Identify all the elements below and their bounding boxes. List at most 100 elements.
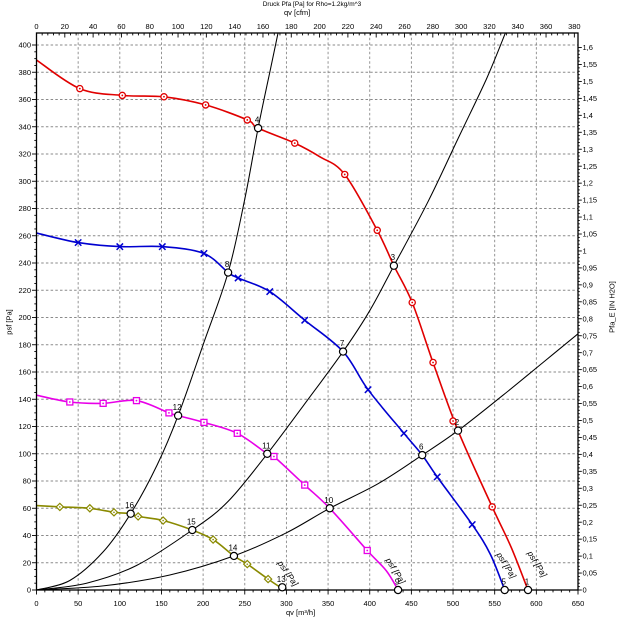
left-tick-label: 320 — [18, 150, 31, 159]
left-tick-label: 200 — [18, 313, 31, 322]
bottom-tick-label: 250 — [239, 599, 252, 608]
operating-point-number: 5 — [501, 578, 506, 587]
operating-point-number: 4 — [255, 116, 260, 125]
right-tick-label: 0,9 — [583, 280, 593, 289]
plot-frame — [35, 32, 579, 591]
fan-curve-4-marker — [158, 516, 168, 525]
top-tick-label: 380 — [568, 22, 581, 31]
fan-curve-1-marker — [488, 503, 496, 511]
fan-curve-4-marker — [242, 559, 252, 569]
right-tick-label: 1,25 — [583, 162, 598, 171]
fan-curve-2-marker — [468, 520, 476, 529]
top-tick-label: 200 — [313, 22, 326, 31]
right-axis-label: Pfa_E [IN H2O] — [607, 281, 617, 333]
fan-curve-3-marker — [99, 399, 107, 407]
right-tick-label: 0 — [583, 586, 587, 595]
fan-curve-3-marker — [165, 409, 173, 417]
fan-curve-4-marker — [109, 507, 119, 517]
bottom-tick-label: 150 — [155, 599, 168, 608]
operating-point-marker — [453, 426, 463, 435]
left-tick-label: 40 — [23, 531, 31, 540]
bottom-tick-label: 400 — [363, 599, 376, 608]
fan-curve-3-marker — [233, 429, 241, 437]
fan-curve-2-marker — [200, 249, 208, 258]
right-tick-label: 0,75 — [583, 331, 598, 340]
operating-point-marker — [253, 123, 263, 133]
fan-curve-1-marker — [373, 226, 381, 235]
operating-point-marker — [523, 585, 533, 595]
right-tick-label: 1,15 — [583, 196, 598, 205]
top-tick-label: 140 — [228, 22, 241, 31]
top-axis-label: qv [cfm] — [284, 8, 311, 17]
right-tick-label: 0,85 — [583, 297, 598, 306]
top-tick-label: 60 — [117, 22, 125, 31]
operating-point-marker — [188, 525, 197, 535]
top-tick-label: 240 — [370, 22, 383, 31]
bottom-tick-label: 200 — [197, 599, 210, 608]
fan-curve-1-marker — [429, 358, 437, 367]
bottom-tick-label: 450 — [405, 599, 418, 608]
fan-curve-2-marker — [433, 473, 441, 481]
bottom-tick-label: 600 — [530, 599, 543, 608]
left-tick-label: 380 — [18, 68, 31, 77]
left-tick-label: 60 — [23, 504, 31, 513]
fan-curve-1-marker — [76, 84, 84, 93]
operating-point-number: 10 — [324, 496, 333, 505]
top-tick-label: 0 — [34, 22, 38, 31]
operating-point-14: 14 — [228, 543, 239, 561]
fan-curve-2-marker — [74, 238, 82, 247]
left-tick-label: 360 — [18, 95, 31, 104]
bottom-tick-label: 100 — [114, 599, 127, 608]
operating-point-marker — [223, 268, 233, 277]
fan-curve-3-marker — [66, 398, 74, 406]
top-tick-label: 280 — [427, 22, 440, 31]
fan-curve-2-marker — [158, 242, 167, 251]
right-tick-label: 1,5 — [583, 77, 593, 86]
operating-point-2: 2 — [453, 418, 463, 435]
operating-point-11: 11 — [262, 441, 272, 458]
operating-point-number: 3 — [391, 253, 396, 262]
operating-point-marker — [325, 504, 334, 513]
fan-curve-4-marker — [85, 503, 95, 513]
axis-tick-labels: 0 50 100 150 200 250 300 350 400 450 500 550 600 6500… — [18, 22, 597, 608]
bottom-tick-label: 50 — [74, 599, 82, 608]
operating-point-7: 7 — [338, 339, 348, 356]
fan-curve-4-marker — [263, 574, 273, 584]
fan-curve-1-marker — [118, 91, 127, 100]
operating-point-marker — [338, 347, 348, 356]
operating-point-13: 13 — [277, 575, 287, 592]
fan-curve-2-marker — [301, 316, 309, 324]
fan-curve-1-marker — [408, 298, 416, 307]
operating-point-9: 9 — [393, 578, 403, 595]
right-tick-label: 0,45 — [583, 433, 598, 442]
operating-point-number: 6 — [419, 443, 424, 452]
right-tick-label: 0,4 — [583, 450, 593, 459]
right-tick-label: 0,35 — [583, 467, 598, 476]
fan-curve-3-marker — [200, 418, 208, 427]
bottom-tick-label: 500 — [447, 599, 460, 608]
right-tick-label: 0,8 — [583, 314, 593, 323]
fan-curve-1-marker — [201, 101, 210, 109]
operating-point-number: 16 — [125, 501, 134, 510]
fan-curve-3-marker — [301, 481, 309, 489]
operating-point-4: 4 — [253, 116, 263, 133]
operating-point-number: 8 — [225, 260, 230, 269]
top-tick-label: 40 — [89, 22, 97, 31]
fan-curve-1-marker — [160, 93, 168, 101]
operating-point-number: 14 — [228, 543, 237, 552]
operating-point-marker — [263, 449, 272, 458]
right-tick-label: 1,6 — [583, 43, 593, 52]
right-tick-label: 0,3 — [583, 484, 593, 493]
left-tick-label: 160 — [18, 368, 31, 377]
operating-point-marker — [418, 450, 427, 460]
operating-point-12: 12 — [173, 403, 183, 420]
right-tick-label: 0,55 — [583, 399, 598, 408]
top-tick-label: 360 — [540, 22, 553, 31]
operating-point-marker — [389, 261, 399, 270]
fan-curve-2-marker — [364, 385, 372, 394]
left-tick-label: 400 — [18, 41, 31, 50]
operating-point-marker — [500, 585, 509, 595]
right-tick-label: 1,1 — [583, 213, 593, 222]
right-tick-label: 1,45 — [583, 94, 598, 103]
